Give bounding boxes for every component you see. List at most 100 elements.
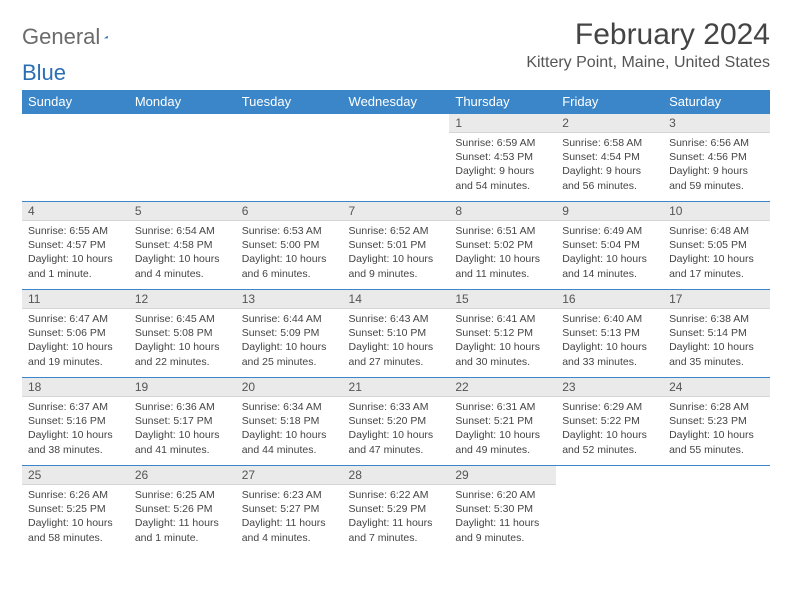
day-body: Sunrise: 6:40 AMSunset: 5:13 PMDaylight:… bbox=[556, 309, 663, 375]
daylight-text: Daylight: 9 hours and 54 minutes. bbox=[455, 164, 550, 192]
sunrise-text: Sunrise: 6:53 AM bbox=[242, 224, 337, 238]
day-number: 26 bbox=[129, 466, 236, 485]
calendar-body: 1Sunrise: 6:59 AMSunset: 4:53 PMDaylight… bbox=[22, 114, 770, 554]
daylight-text: Daylight: 11 hours and 4 minutes. bbox=[242, 516, 337, 544]
logo-text-blue: Blue bbox=[22, 60, 770, 86]
sunrise-text: Sunrise: 6:28 AM bbox=[669, 400, 764, 414]
sunset-text: Sunset: 4:54 PM bbox=[562, 150, 657, 164]
day-body: Sunrise: 6:38 AMSunset: 5:14 PMDaylight:… bbox=[663, 309, 770, 375]
day-number: 17 bbox=[663, 290, 770, 309]
daylight-text: Daylight: 10 hours and 17 minutes. bbox=[669, 252, 764, 280]
day-number: 9 bbox=[556, 202, 663, 221]
calendar-cell: 15Sunrise: 6:41 AMSunset: 5:12 PMDayligh… bbox=[449, 290, 556, 378]
day-header: Monday bbox=[129, 90, 236, 114]
sunset-text: Sunset: 5:05 PM bbox=[669, 238, 764, 252]
calendar-cell: 11Sunrise: 6:47 AMSunset: 5:06 PMDayligh… bbox=[22, 290, 129, 378]
sunrise-text: Sunrise: 6:40 AM bbox=[562, 312, 657, 326]
day-body: Sunrise: 6:29 AMSunset: 5:22 PMDaylight:… bbox=[556, 397, 663, 463]
day-body: Sunrise: 6:52 AMSunset: 5:01 PMDaylight:… bbox=[343, 221, 450, 287]
calendar-row: 1Sunrise: 6:59 AMSunset: 4:53 PMDaylight… bbox=[22, 114, 770, 202]
sunrise-text: Sunrise: 6:48 AM bbox=[669, 224, 764, 238]
day-body: Sunrise: 6:36 AMSunset: 5:17 PMDaylight:… bbox=[129, 397, 236, 463]
day-header: Saturday bbox=[663, 90, 770, 114]
sunset-text: Sunset: 5:16 PM bbox=[28, 414, 123, 428]
daylight-text: Daylight: 10 hours and 41 minutes. bbox=[135, 428, 230, 456]
calendar-cell: 2Sunrise: 6:58 AMSunset: 4:54 PMDaylight… bbox=[556, 114, 663, 202]
day-number: 22 bbox=[449, 378, 556, 397]
day-number: 1 bbox=[449, 114, 556, 133]
day-number: 7 bbox=[343, 202, 450, 221]
day-body: Sunrise: 6:54 AMSunset: 4:58 PMDaylight:… bbox=[129, 221, 236, 287]
daylight-text: Daylight: 10 hours and 30 minutes. bbox=[455, 340, 550, 368]
day-number: 8 bbox=[449, 202, 556, 221]
day-body: Sunrise: 6:20 AMSunset: 5:30 PMDaylight:… bbox=[449, 485, 556, 551]
day-number: 19 bbox=[129, 378, 236, 397]
day-header: Sunday bbox=[22, 90, 129, 114]
sunset-text: Sunset: 5:21 PM bbox=[455, 414, 550, 428]
day-header: Thursday bbox=[449, 90, 556, 114]
daylight-text: Daylight: 9 hours and 56 minutes. bbox=[562, 164, 657, 192]
daylight-text: Daylight: 10 hours and 47 minutes. bbox=[349, 428, 444, 456]
day-number: 12 bbox=[129, 290, 236, 309]
daylight-text: Daylight: 10 hours and 58 minutes. bbox=[28, 516, 123, 544]
calendar-cell: 29Sunrise: 6:20 AMSunset: 5:30 PMDayligh… bbox=[449, 466, 556, 554]
calendar-cell: 24Sunrise: 6:28 AMSunset: 5:23 PMDayligh… bbox=[663, 378, 770, 466]
day-body: Sunrise: 6:55 AMSunset: 4:57 PMDaylight:… bbox=[22, 221, 129, 287]
calendar-cell: 27Sunrise: 6:23 AMSunset: 5:27 PMDayligh… bbox=[236, 466, 343, 554]
day-number: 27 bbox=[236, 466, 343, 485]
sunrise-text: Sunrise: 6:55 AM bbox=[28, 224, 123, 238]
calendar-cell bbox=[236, 114, 343, 202]
day-body: Sunrise: 6:45 AMSunset: 5:08 PMDaylight:… bbox=[129, 309, 236, 375]
sunset-text: Sunset: 4:56 PM bbox=[669, 150, 764, 164]
calendar-cell bbox=[343, 114, 450, 202]
daylight-text: Daylight: 10 hours and 27 minutes. bbox=[349, 340, 444, 368]
calendar-cell: 16Sunrise: 6:40 AMSunset: 5:13 PMDayligh… bbox=[556, 290, 663, 378]
daylight-text: Daylight: 10 hours and 44 minutes. bbox=[242, 428, 337, 456]
daylight-text: Daylight: 10 hours and 35 minutes. bbox=[669, 340, 764, 368]
sunset-text: Sunset: 4:53 PM bbox=[455, 150, 550, 164]
sunset-text: Sunset: 5:12 PM bbox=[455, 326, 550, 340]
sunset-text: Sunset: 5:13 PM bbox=[562, 326, 657, 340]
calendar-cell: 14Sunrise: 6:43 AMSunset: 5:10 PMDayligh… bbox=[343, 290, 450, 378]
sunset-text: Sunset: 5:30 PM bbox=[455, 502, 550, 516]
daylight-text: Daylight: 10 hours and 11 minutes. bbox=[455, 252, 550, 280]
calendar-cell: 10Sunrise: 6:48 AMSunset: 5:05 PMDayligh… bbox=[663, 202, 770, 290]
logo-text-gray: General bbox=[22, 24, 100, 50]
sunrise-text: Sunrise: 6:58 AM bbox=[562, 136, 657, 150]
daylight-text: Daylight: 10 hours and 22 minutes. bbox=[135, 340, 230, 368]
sunrise-text: Sunrise: 6:34 AM bbox=[242, 400, 337, 414]
sunrise-text: Sunrise: 6:38 AM bbox=[669, 312, 764, 326]
day-number: 29 bbox=[449, 466, 556, 485]
daylight-text: Daylight: 10 hours and 38 minutes. bbox=[28, 428, 123, 456]
calendar-cell bbox=[663, 466, 770, 554]
sunrise-text: Sunrise: 6:54 AM bbox=[135, 224, 230, 238]
calendar-cell: 13Sunrise: 6:44 AMSunset: 5:09 PMDayligh… bbox=[236, 290, 343, 378]
sunrise-text: Sunrise: 6:23 AM bbox=[242, 488, 337, 502]
day-number: 15 bbox=[449, 290, 556, 309]
sunrise-text: Sunrise: 6:31 AM bbox=[455, 400, 550, 414]
day-body: Sunrise: 6:44 AMSunset: 5:09 PMDaylight:… bbox=[236, 309, 343, 375]
calendar-cell: 23Sunrise: 6:29 AMSunset: 5:22 PMDayligh… bbox=[556, 378, 663, 466]
day-body: Sunrise: 6:51 AMSunset: 5:02 PMDaylight:… bbox=[449, 221, 556, 287]
day-header-row: Sunday Monday Tuesday Wednesday Thursday… bbox=[22, 90, 770, 114]
day-body: Sunrise: 6:28 AMSunset: 5:23 PMDaylight:… bbox=[663, 397, 770, 463]
day-number: 5 bbox=[129, 202, 236, 221]
sunset-text: Sunset: 5:06 PM bbox=[28, 326, 123, 340]
sunset-text: Sunset: 5:08 PM bbox=[135, 326, 230, 340]
sunset-text: Sunset: 5:20 PM bbox=[349, 414, 444, 428]
sunset-text: Sunset: 5:04 PM bbox=[562, 238, 657, 252]
daylight-text: Daylight: 11 hours and 7 minutes. bbox=[349, 516, 444, 544]
day-body: Sunrise: 6:43 AMSunset: 5:10 PMDaylight:… bbox=[343, 309, 450, 375]
day-number: 14 bbox=[343, 290, 450, 309]
sunrise-text: Sunrise: 6:37 AM bbox=[28, 400, 123, 414]
calendar-row: 25Sunrise: 6:26 AMSunset: 5:25 PMDayligh… bbox=[22, 466, 770, 554]
day-body: Sunrise: 6:49 AMSunset: 5:04 PMDaylight:… bbox=[556, 221, 663, 287]
day-header: Friday bbox=[556, 90, 663, 114]
day-body: Sunrise: 6:25 AMSunset: 5:26 PMDaylight:… bbox=[129, 485, 236, 551]
day-number: 13 bbox=[236, 290, 343, 309]
day-body: Sunrise: 6:33 AMSunset: 5:20 PMDaylight:… bbox=[343, 397, 450, 463]
sunrise-text: Sunrise: 6:20 AM bbox=[455, 488, 550, 502]
calendar-cell: 6Sunrise: 6:53 AMSunset: 5:00 PMDaylight… bbox=[236, 202, 343, 290]
sunset-text: Sunset: 4:58 PM bbox=[135, 238, 230, 252]
daylight-text: Daylight: 10 hours and 1 minute. bbox=[28, 252, 123, 280]
